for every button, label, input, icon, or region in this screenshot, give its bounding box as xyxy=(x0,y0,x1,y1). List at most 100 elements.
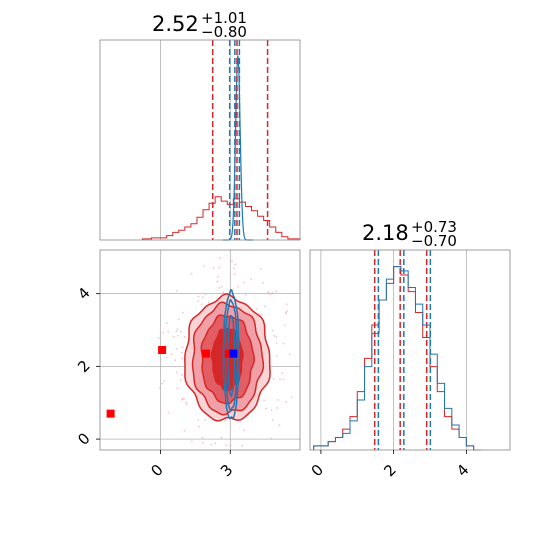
scatter-point xyxy=(159,331,162,334)
scatter-point xyxy=(285,303,288,306)
scatter-point xyxy=(224,419,227,422)
y-tick-label: 2 xyxy=(74,357,93,376)
histogram-blue xyxy=(313,266,481,451)
x-tick-label: 0 xyxy=(308,461,327,480)
scatter-point xyxy=(190,272,193,275)
scatter-point xyxy=(182,312,184,314)
scatter-point xyxy=(231,260,233,263)
scatter-point xyxy=(181,397,184,400)
panel-frame xyxy=(99,39,301,241)
x-tick-label: 2 xyxy=(380,461,399,480)
scatter-point xyxy=(204,293,207,296)
marginal-panel-param-1 xyxy=(99,39,301,241)
scatter-point xyxy=(218,286,221,289)
scatter-point xyxy=(165,322,168,325)
scatter-point xyxy=(214,442,217,445)
scatter-point xyxy=(176,328,179,331)
scatter-point xyxy=(181,357,183,360)
scatter-point xyxy=(285,312,288,315)
scatter-point xyxy=(237,285,240,288)
scatter-point xyxy=(216,280,219,283)
scatter-point xyxy=(207,301,210,304)
scatter-point xyxy=(180,373,183,376)
scatter-point xyxy=(283,324,286,327)
scatter-point xyxy=(177,318,180,321)
scatter-point xyxy=(180,378,182,381)
joint-panel: 0 3 0 2 4 xyxy=(74,249,301,480)
scatter-point xyxy=(277,399,279,401)
scatter-point xyxy=(272,377,275,380)
panel-background xyxy=(310,250,510,450)
scatter-point xyxy=(222,291,225,294)
panel-frame xyxy=(309,249,511,451)
scatter-point xyxy=(243,281,246,284)
scatter-point xyxy=(161,382,163,385)
panel-background xyxy=(100,40,300,240)
scatter-point xyxy=(162,331,165,334)
scatter-point xyxy=(165,356,168,359)
scatter-point xyxy=(232,289,235,291)
scatter-point xyxy=(285,401,288,403)
scatter-point xyxy=(234,263,237,266)
scatter-point xyxy=(167,330,170,333)
scatter-point xyxy=(183,335,186,338)
scatter-point xyxy=(183,398,185,401)
scatter-point xyxy=(201,296,204,299)
scatter-point xyxy=(278,424,281,426)
scatter-point xyxy=(203,264,206,267)
scatter-point xyxy=(157,336,160,339)
scatter-point xyxy=(180,351,183,354)
scatter-point xyxy=(271,291,274,294)
scatter-point xyxy=(225,444,228,447)
scatter-point xyxy=(286,310,288,312)
scatter-point xyxy=(282,378,285,381)
scatter-point xyxy=(281,372,284,374)
scatter-point xyxy=(260,313,263,316)
x-tick-label: 3 xyxy=(217,461,236,480)
scatter-point xyxy=(176,334,179,337)
marker-square xyxy=(158,346,167,354)
scatter-point xyxy=(202,441,204,444)
scatter-point xyxy=(275,290,278,293)
scatter-point xyxy=(185,401,188,404)
scatter-point xyxy=(197,295,200,298)
x-tick-label: 0 xyxy=(147,461,166,480)
scatter-point xyxy=(175,371,178,374)
scatter-point xyxy=(270,409,273,412)
title-param-2: 2.18 +0.73 −0.70 xyxy=(362,218,457,250)
scatter-point xyxy=(167,411,170,414)
contour-blue xyxy=(222,288,240,420)
scatter-point xyxy=(290,396,293,399)
scatter-point xyxy=(172,335,175,338)
scatter-point xyxy=(163,380,166,383)
scatter-point xyxy=(204,418,207,421)
scatter-point xyxy=(210,443,213,446)
scatter-point xyxy=(201,436,204,439)
scatter-point xyxy=(288,353,291,356)
scatter-point xyxy=(220,285,223,288)
title-minus: −0.70 xyxy=(411,232,457,250)
scatter-point xyxy=(220,436,223,439)
title-plus: +0.73 xyxy=(411,218,457,236)
scatter-point xyxy=(183,429,186,432)
y-tick-label: 0 xyxy=(74,429,93,448)
scatter-point xyxy=(175,290,178,292)
scatter-point xyxy=(275,336,278,338)
marker-square xyxy=(224,349,233,358)
scatter-point xyxy=(265,407,267,410)
scatter-point xyxy=(276,407,278,409)
scatter-point xyxy=(282,342,285,345)
scatter-point xyxy=(271,418,274,421)
scatter-point xyxy=(185,403,188,406)
x-tick-label: 4 xyxy=(453,461,472,480)
scatter-point xyxy=(241,444,244,447)
scatter-point xyxy=(212,267,215,270)
scatter-point xyxy=(233,267,235,270)
scatter-point xyxy=(267,290,270,293)
scatter-point xyxy=(218,266,221,269)
marker-square xyxy=(106,409,115,418)
scatter-point xyxy=(176,387,179,390)
marker-square xyxy=(229,349,238,358)
title-param-1: 2.52 +1.01 −0.80 xyxy=(152,9,247,41)
